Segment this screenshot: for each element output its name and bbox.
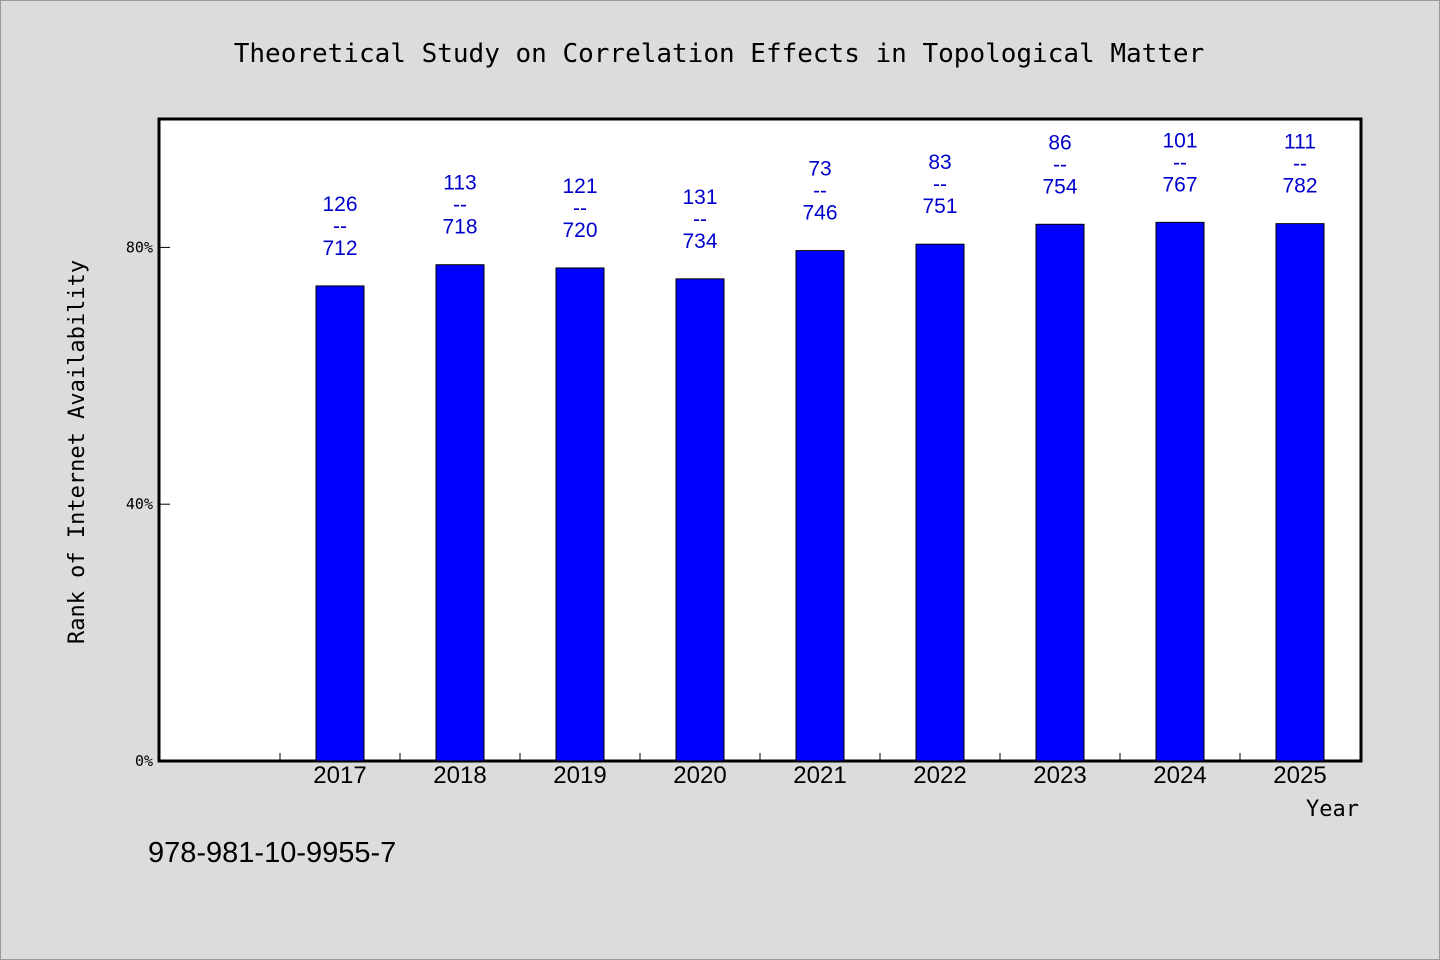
data-label-top: 83	[928, 151, 951, 174]
y-tick-label: 40%	[126, 495, 153, 513]
data-label-separator: --	[693, 208, 707, 231]
bar	[1275, 223, 1325, 762]
bar	[435, 264, 485, 762]
y-axis: 0% 40% 80%	[126, 238, 170, 770]
data-label-top: 111	[1284, 131, 1316, 154]
data-label-top: 126	[322, 193, 357, 216]
data-label-top: 86	[1048, 131, 1071, 154]
data-label-bottom: 734	[682, 230, 717, 253]
isbn-text: 978-981-10-9955-7	[148, 837, 396, 869]
chart-title: Theoretical Study on Correlation Effects…	[234, 39, 1205, 69]
data-label-separator: --	[1053, 153, 1067, 176]
data-label-bottom: 751	[922, 195, 957, 218]
y-axis-title: Rank of Internet Availability	[65, 260, 90, 644]
x-tick-label: 2022	[913, 762, 966, 789]
bar	[1155, 221, 1205, 762]
data-label-bottom: 712	[322, 237, 357, 260]
x-tick-label: 2024	[1153, 762, 1206, 789]
data-label-bottom: 782	[1282, 175, 1317, 198]
data-label-separator: --	[333, 215, 347, 238]
data-label-bottom: 720	[562, 219, 597, 242]
data-label-bottom: 746	[802, 202, 837, 225]
bar	[1035, 223, 1085, 762]
data-label-separator: --	[1173, 151, 1187, 174]
y-tick-label: 0%	[135, 752, 153, 770]
x-axis: 2017 2018 2019 2020 2021 2022 2023 2024 2025	[279, 753, 1361, 789]
x-tick-label: 2017	[313, 762, 366, 789]
data-label-top: 131	[682, 186, 717, 209]
x-tick-label: 2025	[1273, 762, 1326, 789]
data-label-bottom: 767	[1162, 173, 1197, 196]
bar	[915, 243, 965, 762]
x-tick-label: 2021	[793, 762, 846, 789]
data-label-top: 121	[562, 175, 597, 198]
data-label-top: 113	[443, 172, 476, 195]
y-tick-label: 80%	[126, 238, 153, 256]
x-tick-label: 2020	[673, 762, 726, 789]
x-tick-label: 2019	[553, 762, 606, 789]
data-label-top: 101	[1162, 129, 1197, 152]
data-label-separator: --	[933, 173, 947, 196]
data-labels: 712--126718--113720--121734--131746--737…	[322, 129, 1317, 260]
data-label-separator: --	[1293, 153, 1307, 176]
x-tick-label: 2023	[1033, 762, 1086, 789]
data-label-separator: --	[453, 194, 467, 217]
data-label-bottom: 754	[1042, 175, 1077, 198]
bar	[795, 250, 845, 762]
x-axis-title: Year	[1306, 797, 1359, 822]
data-label-bottom: 718	[442, 216, 477, 239]
bar	[555, 267, 605, 762]
bar-series	[315, 221, 1325, 762]
bar	[675, 278, 725, 762]
data-label-top: 73	[808, 158, 831, 181]
x-tick-label: 2018	[433, 762, 486, 789]
data-label-separator: --	[813, 180, 827, 203]
data-label-separator: --	[573, 197, 587, 220]
bar	[315, 285, 365, 762]
